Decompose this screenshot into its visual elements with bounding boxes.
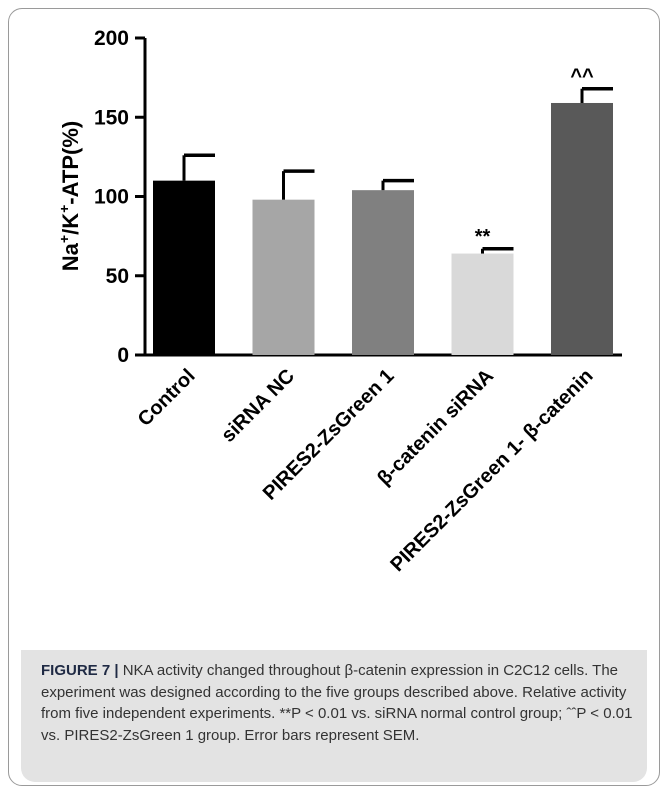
y-tick-label: 50 (106, 265, 129, 288)
y-tick-label: 0 (117, 344, 129, 367)
x-tick-label: Control (134, 365, 200, 431)
y-axis-label: Na+/K+-ATP(%) (56, 121, 83, 271)
bar (252, 199, 315, 355)
significance-marker: ** (475, 226, 491, 248)
y-tick-label: 100 (94, 186, 129, 209)
bar (352, 190, 414, 355)
caption-text: NKA activity changed throughout β-cateni… (41, 662, 633, 744)
y-axis-label-part: + (56, 235, 72, 243)
y-axis-label-part: /K (58, 213, 83, 235)
bar (551, 102, 613, 355)
y-tick-label: 150 (94, 106, 129, 129)
y-axis-label-part: Na (58, 242, 83, 271)
y-axis-label-part: + (56, 205, 72, 213)
x-tick-label: siRNA NC (217, 365, 299, 447)
figure-caption: FIGURE 7 | NKA activity changed througho… (21, 650, 647, 782)
y-axis-label-part: -ATP(%) (58, 121, 83, 205)
bar (153, 180, 215, 355)
significance-marker: ^^ (570, 66, 594, 88)
y-tick-label: 200 (94, 27, 129, 50)
bar (451, 253, 514, 355)
x-tick-label: PIRES2-ZsGreen 1- β-catenin (386, 365, 597, 576)
figure-label: FIGURE 7 | (41, 662, 119, 679)
